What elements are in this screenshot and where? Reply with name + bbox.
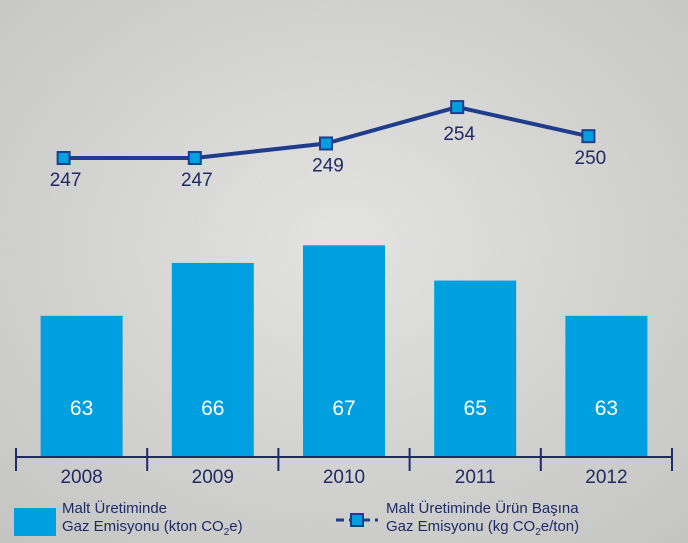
line-point-2012 bbox=[581, 129, 596, 144]
legend-bar-label-line2b: e) bbox=[229, 518, 243, 535]
bar-value-label-2011: 65 bbox=[464, 397, 487, 420]
x-tick-label-2011: 2011 bbox=[455, 467, 496, 488]
line-point-2009 bbox=[187, 151, 202, 165]
line-value-label-2008: 247 bbox=[50, 170, 82, 191]
legend-bar-label-line2a: Gaz Emisyonu (kton CO bbox=[62, 518, 224, 535]
legend-line-label-line1: Malt Üretiminde Ürün Başına bbox=[386, 500, 579, 517]
x-tick-label-2010: 2010 bbox=[323, 467, 365, 488]
line-point-2010 bbox=[319, 136, 333, 151]
legend-line-label-sub: 2 bbox=[535, 527, 541, 538]
line-value-label-2009: 247 bbox=[181, 170, 213, 191]
legend-bar-label-line1: Malt Üretiminde bbox=[62, 500, 168, 517]
line-point-2011 bbox=[450, 100, 465, 115]
legend-bar-label: Malt Üretiminde Gaz Emisyonu (kton CO2e) bbox=[62, 500, 243, 542]
bar-value-label-2009: 66 bbox=[201, 397, 224, 420]
x-tick-label-2008: 2008 bbox=[60, 467, 102, 488]
bar-2011 bbox=[434, 280, 517, 457]
bar-2008 bbox=[40, 315, 123, 457]
bar-value-label-2010: 67 bbox=[332, 397, 355, 420]
legend-bar-label-sub: 2 bbox=[223, 527, 230, 538]
line-point-2008 bbox=[56, 151, 71, 165]
legend-line-label-line2b: e/ton) bbox=[540, 518, 580, 535]
bar-value-label-2008: 63 bbox=[70, 397, 93, 420]
legend-bar-swatch bbox=[14, 508, 56, 536]
legend-line-series: Malt Üretiminde Ürün Başına Gaz Emisyonu… bbox=[0, 472, 688, 538]
bar-2009 bbox=[171, 262, 254, 457]
bar-value-label-2012: 63 bbox=[595, 397, 618, 420]
legend-line-marker-icon bbox=[336, 513, 378, 527]
x-tick-label-2012: 2012 bbox=[585, 467, 627, 488]
line-value-label-2011: 254 bbox=[443, 124, 475, 145]
legend-line-label-line2a: Gaz Emisyonu (kg CO bbox=[386, 518, 536, 535]
bar-2012 bbox=[565, 315, 648, 457]
bar-2010 bbox=[303, 245, 385, 457]
line-value-label-2012: 250 bbox=[575, 148, 607, 169]
legend-bar-series: Malt Üretiminde Gaz Emisyonu (kton CO2e) bbox=[0, 472, 320, 538]
x-tick-label-2009: 2009 bbox=[192, 467, 234, 488]
line-value-label-2010: 249 bbox=[312, 155, 344, 176]
legend-line-label: Malt Üretiminde Ürün Başına Gaz Emisyonu… bbox=[386, 500, 579, 542]
